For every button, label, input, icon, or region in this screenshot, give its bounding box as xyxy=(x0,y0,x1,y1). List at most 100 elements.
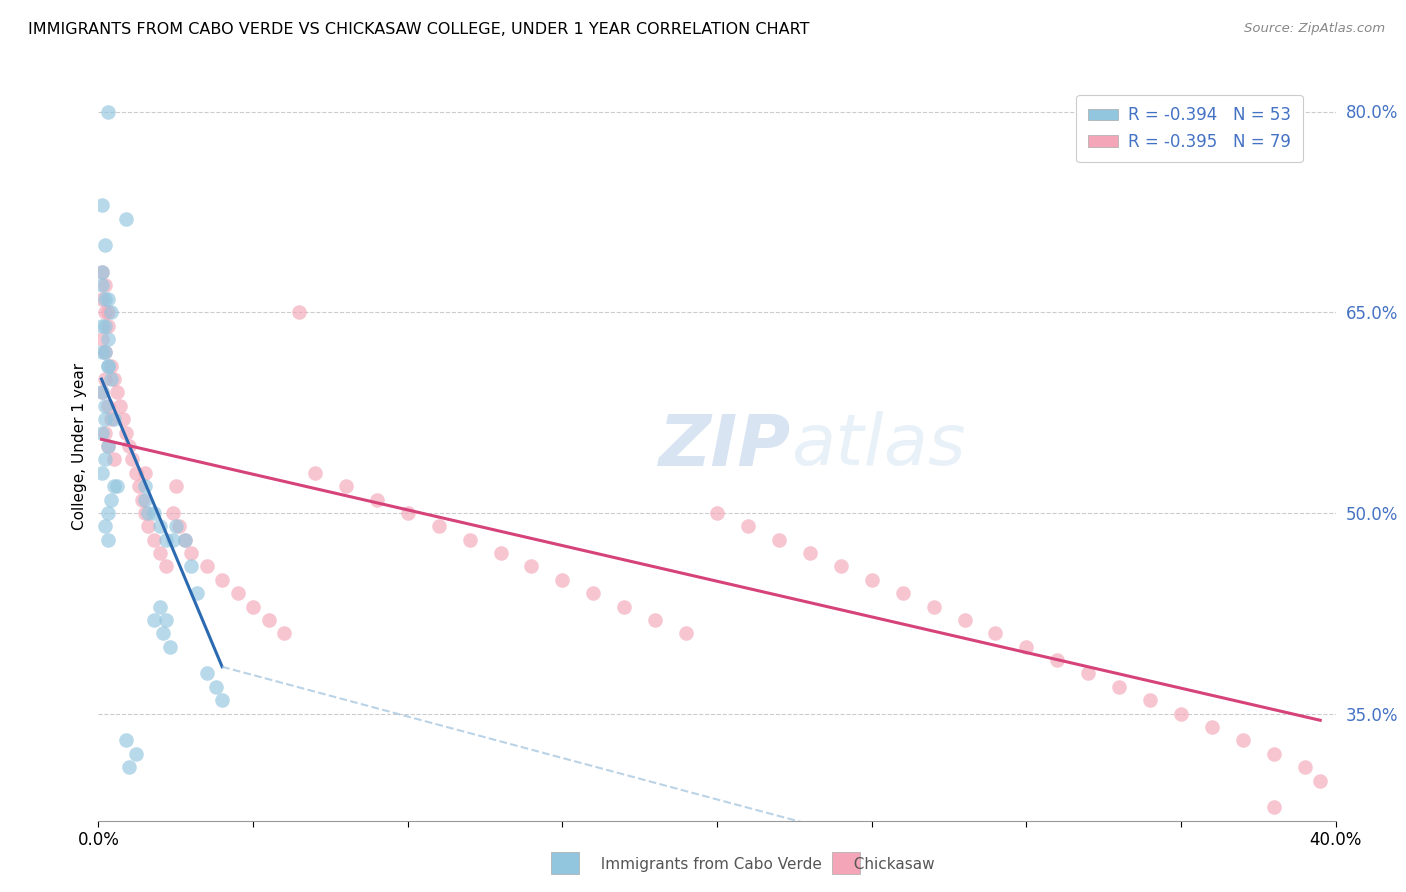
Point xyxy=(162,506,184,520)
Point xyxy=(149,546,172,560)
Point xyxy=(226,586,249,600)
Point xyxy=(93,452,115,467)
Point xyxy=(93,425,115,440)
Text: ZIP: ZIP xyxy=(659,411,792,481)
Point xyxy=(115,425,138,440)
Point xyxy=(152,626,174,640)
Point xyxy=(174,533,197,547)
Point xyxy=(149,599,172,614)
Point xyxy=(143,533,166,547)
Point xyxy=(103,372,125,386)
Point xyxy=(118,760,141,774)
Point xyxy=(143,506,166,520)
Point xyxy=(105,385,128,400)
Point xyxy=(93,345,115,359)
Point xyxy=(112,412,135,426)
Point xyxy=(155,533,177,547)
Point xyxy=(90,332,112,346)
FancyBboxPatch shape xyxy=(832,852,860,874)
Point xyxy=(304,466,326,480)
Point xyxy=(90,278,112,293)
Text: Source: ZipAtlas.com: Source: ZipAtlas.com xyxy=(1244,22,1385,36)
Point xyxy=(100,492,122,507)
Point xyxy=(97,305,120,319)
Point xyxy=(1263,800,1285,814)
Point xyxy=(93,399,115,413)
Point xyxy=(1139,693,1161,707)
Point xyxy=(131,492,153,507)
Point xyxy=(115,733,138,747)
Point xyxy=(97,359,120,373)
Point xyxy=(273,626,295,640)
Point xyxy=(922,599,945,614)
Point xyxy=(427,519,450,533)
Point xyxy=(613,599,636,614)
Point xyxy=(124,747,146,761)
Point xyxy=(90,385,112,400)
Point xyxy=(93,305,115,319)
Point xyxy=(100,359,122,373)
Point xyxy=(205,680,228,694)
Point xyxy=(90,345,112,359)
Point xyxy=(159,640,181,654)
Point xyxy=(121,452,143,467)
Y-axis label: College, Under 1 year: College, Under 1 year xyxy=(72,362,87,530)
Point xyxy=(257,613,280,627)
Point xyxy=(165,479,187,493)
Point xyxy=(103,412,125,426)
Point xyxy=(93,238,115,252)
Point xyxy=(134,479,156,493)
Point xyxy=(155,559,177,574)
Point xyxy=(1046,653,1069,667)
Point xyxy=(93,412,115,426)
Point xyxy=(644,613,666,627)
Text: atlas: atlas xyxy=(792,411,966,481)
Point xyxy=(211,573,233,587)
Point xyxy=(97,292,120,306)
Point xyxy=(195,559,218,574)
Point xyxy=(90,318,112,333)
Point xyxy=(93,372,115,386)
Point xyxy=(100,305,122,319)
Point xyxy=(97,399,120,413)
Point xyxy=(195,666,218,681)
Point xyxy=(136,506,159,520)
Point xyxy=(136,519,159,533)
Point xyxy=(1015,640,1038,654)
Point xyxy=(186,586,208,600)
Point xyxy=(1170,706,1192,721)
Point xyxy=(830,559,852,574)
Point xyxy=(118,439,141,453)
Point xyxy=(165,519,187,533)
Point xyxy=(103,452,125,467)
Point xyxy=(489,546,512,560)
Point xyxy=(1294,760,1316,774)
Text: Immigrants from Cabo Verde: Immigrants from Cabo Verde xyxy=(591,857,821,872)
Point xyxy=(396,506,419,520)
Point xyxy=(1309,773,1331,788)
Point xyxy=(93,519,115,533)
Point xyxy=(180,546,202,560)
Point xyxy=(97,439,120,453)
Point xyxy=(582,586,605,600)
Point xyxy=(891,586,914,600)
Point xyxy=(180,559,202,574)
Point xyxy=(134,492,156,507)
Point xyxy=(174,533,197,547)
Text: Chickasaw: Chickasaw xyxy=(844,857,934,872)
Point xyxy=(211,693,233,707)
Point xyxy=(134,506,156,520)
Point xyxy=(97,104,120,119)
Point xyxy=(97,533,120,547)
Point xyxy=(97,359,120,373)
Point xyxy=(335,479,357,493)
Point xyxy=(90,265,112,279)
Point xyxy=(93,278,115,293)
Point xyxy=(799,546,821,560)
Point xyxy=(1232,733,1254,747)
Point xyxy=(93,318,115,333)
Text: IMMIGRANTS FROM CABO VERDE VS CHICKASAW COLLEGE, UNDER 1 YEAR CORRELATION CHART: IMMIGRANTS FROM CABO VERDE VS CHICKASAW … xyxy=(28,22,810,37)
Point xyxy=(162,533,184,547)
Point xyxy=(737,519,759,533)
Point xyxy=(167,519,190,533)
